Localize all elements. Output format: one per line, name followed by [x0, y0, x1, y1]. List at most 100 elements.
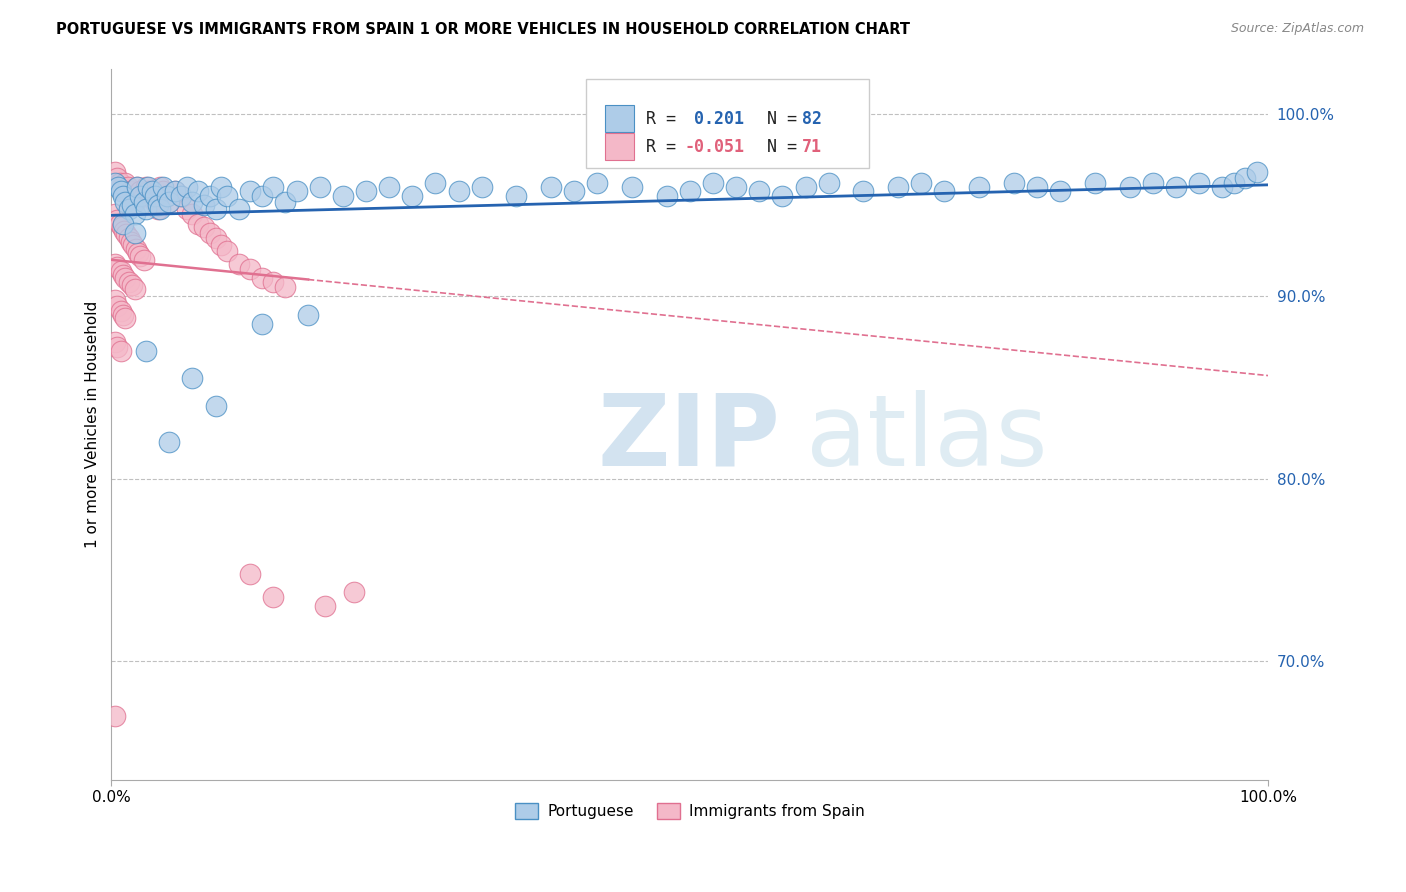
Point — [314, 599, 336, 614]
Point — [198, 189, 221, 203]
Point — [794, 180, 817, 194]
Point — [1234, 170, 1257, 185]
Point — [152, 184, 174, 198]
Point — [111, 220, 134, 235]
Point — [105, 170, 128, 185]
Point — [117, 180, 139, 194]
Point — [138, 180, 160, 194]
Point — [124, 207, 146, 221]
Point — [146, 198, 169, 212]
Point — [204, 231, 226, 245]
Text: ZIP: ZIP — [598, 390, 780, 487]
Point — [118, 275, 141, 289]
Point — [193, 220, 215, 235]
Point — [121, 278, 143, 293]
Point — [217, 189, 239, 203]
Point — [354, 184, 377, 198]
Point — [104, 165, 127, 179]
Point — [145, 189, 167, 203]
Point — [105, 341, 128, 355]
Point — [209, 180, 232, 194]
Text: -0.051: -0.051 — [685, 137, 744, 155]
Bar — [606, 133, 634, 160]
Point — [401, 189, 423, 203]
Point — [1164, 180, 1187, 194]
Text: N =: N = — [747, 110, 807, 128]
Point — [1246, 165, 1268, 179]
Point — [104, 293, 127, 307]
Point — [193, 198, 215, 212]
Point — [239, 566, 262, 581]
Point — [250, 271, 273, 285]
Bar — [606, 105, 634, 132]
Point — [118, 184, 141, 198]
Point — [110, 184, 132, 198]
Point — [129, 249, 152, 263]
Point — [110, 344, 132, 359]
Point — [562, 184, 585, 198]
Point — [156, 189, 179, 203]
Point — [1188, 177, 1211, 191]
Point — [1118, 180, 1140, 194]
Point — [181, 207, 204, 221]
Point — [105, 299, 128, 313]
Point — [748, 184, 770, 198]
Point — [114, 311, 136, 326]
Point — [1142, 177, 1164, 191]
Point — [124, 282, 146, 296]
Point — [239, 262, 262, 277]
Point — [187, 217, 209, 231]
Point — [817, 177, 839, 191]
Point — [135, 180, 157, 194]
Point — [1084, 177, 1107, 191]
Point — [115, 227, 138, 242]
Point — [163, 184, 186, 198]
Point — [129, 189, 152, 203]
Point — [135, 344, 157, 359]
Point — [163, 184, 186, 198]
FancyBboxPatch shape — [586, 79, 869, 168]
Point — [910, 177, 932, 191]
Point — [170, 189, 193, 203]
Point — [108, 177, 131, 191]
Point — [198, 226, 221, 240]
Point — [343, 584, 366, 599]
Point — [332, 189, 354, 203]
Point — [111, 189, 134, 203]
Point — [228, 257, 250, 271]
Point — [107, 180, 129, 194]
Point — [104, 708, 127, 723]
Point — [122, 238, 145, 252]
Point — [239, 184, 262, 198]
Point — [209, 238, 232, 252]
Point — [124, 194, 146, 209]
Point — [111, 308, 134, 322]
Point — [204, 202, 226, 216]
Point — [262, 275, 284, 289]
Point — [176, 202, 198, 216]
Point — [114, 271, 136, 285]
Point — [250, 317, 273, 331]
Point — [586, 177, 609, 191]
Point — [887, 180, 910, 194]
Text: Source: ZipAtlas.com: Source: ZipAtlas.com — [1230, 22, 1364, 36]
Point — [104, 257, 127, 271]
Point — [114, 177, 136, 191]
Point — [104, 334, 127, 349]
Point — [125, 180, 148, 194]
Point — [285, 184, 308, 198]
Point — [157, 194, 180, 209]
Point — [1222, 177, 1244, 191]
Point — [262, 591, 284, 605]
Point — [176, 180, 198, 194]
Point — [112, 224, 135, 238]
Point — [141, 189, 163, 203]
Point — [104, 177, 127, 191]
Point — [110, 264, 132, 278]
Point — [250, 189, 273, 203]
Point — [105, 260, 128, 275]
Text: 0.201: 0.201 — [685, 110, 744, 128]
Point — [110, 304, 132, 318]
Point — [204, 399, 226, 413]
Text: PORTUGUESE VS IMMIGRANTS FROM SPAIN 1 OR MORE VEHICLES IN HOUSEHOLD CORRELATION : PORTUGUESE VS IMMIGRANTS FROM SPAIN 1 OR… — [56, 22, 910, 37]
